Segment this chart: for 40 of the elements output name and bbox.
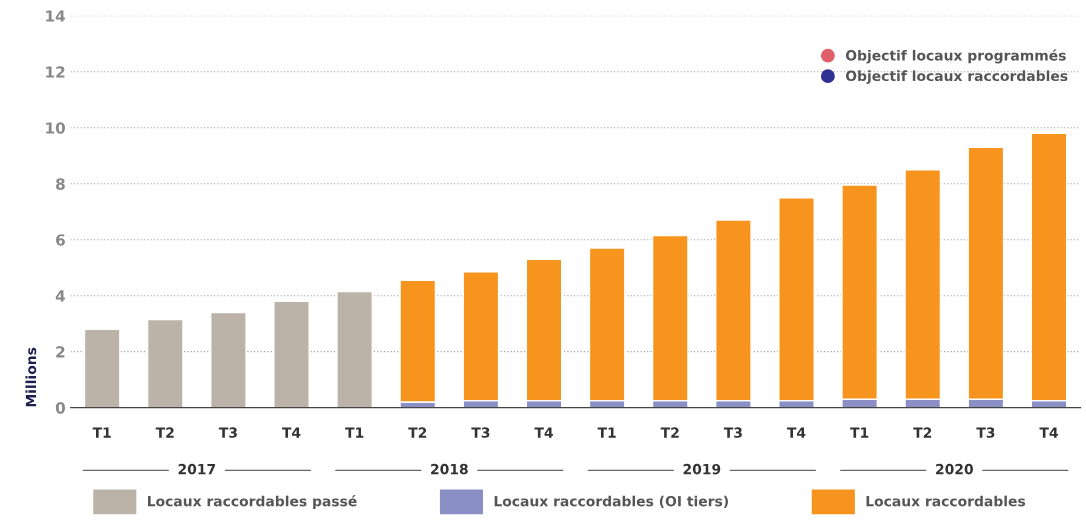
legend-label: Locaux raccordables passé bbox=[148, 495, 357, 510]
bar bbox=[273, 300, 310, 408]
bar bbox=[399, 279, 437, 403]
x-tick-label: T2 bbox=[660, 427, 679, 438]
y-axis-title: Millions bbox=[25, 347, 37, 407]
bar bbox=[146, 318, 184, 408]
x-tick-label: T3 bbox=[218, 427, 237, 438]
x-tick-label: T3 bbox=[471, 427, 490, 438]
y-tick-label: 12 bbox=[46, 66, 65, 78]
text: 2020 bbox=[936, 463, 973, 475]
x-tick-label: T3 bbox=[976, 427, 995, 438]
y-tick-label: 8 bbox=[56, 178, 65, 190]
y-tick-label: 6 bbox=[56, 234, 65, 246]
x-tick-label: T1 bbox=[92, 427, 111, 438]
bar bbox=[336, 290, 374, 408]
y-tick-label: 10 bbox=[46, 122, 65, 134]
x-tick-label: T1 bbox=[850, 427, 869, 438]
legend-label: Locaux raccordables (OI tiers) bbox=[494, 495, 728, 509]
bar bbox=[210, 311, 247, 408]
x-tick-label: T3 bbox=[723, 427, 742, 438]
legend-label: Objectif locaux programmés bbox=[845, 49, 1066, 64]
y-tick-label: 4 bbox=[55, 290, 66, 302]
x-tick-label: T1 bbox=[345, 427, 364, 438]
y-tick-label: 14 bbox=[46, 10, 66, 22]
y-tick-label: 2 bbox=[56, 346, 65, 358]
bar bbox=[83, 328, 121, 408]
y-tick-label: 0 bbox=[55, 402, 65, 414]
legend-label: Objectif locaux raccordables bbox=[845, 70, 1068, 84]
x-tick-label: T2 bbox=[408, 427, 427, 438]
text: 2017 bbox=[178, 463, 216, 475]
x-tick-label: T4 bbox=[787, 427, 806, 438]
x-tick-label: T4 bbox=[1039, 427, 1058, 438]
text: 2019 bbox=[683, 463, 721, 475]
x-tick-label: T1 bbox=[597, 427, 616, 438]
legend-label: Locaux raccordables bbox=[866, 495, 1026, 507]
x-tick-label: T4 bbox=[534, 427, 553, 438]
x-tick-label: T2 bbox=[913, 427, 932, 438]
text: 2018 bbox=[431, 463, 468, 475]
x-tick-label: T2 bbox=[155, 427, 174, 438]
x-tick-label: T4 bbox=[282, 427, 301, 438]
